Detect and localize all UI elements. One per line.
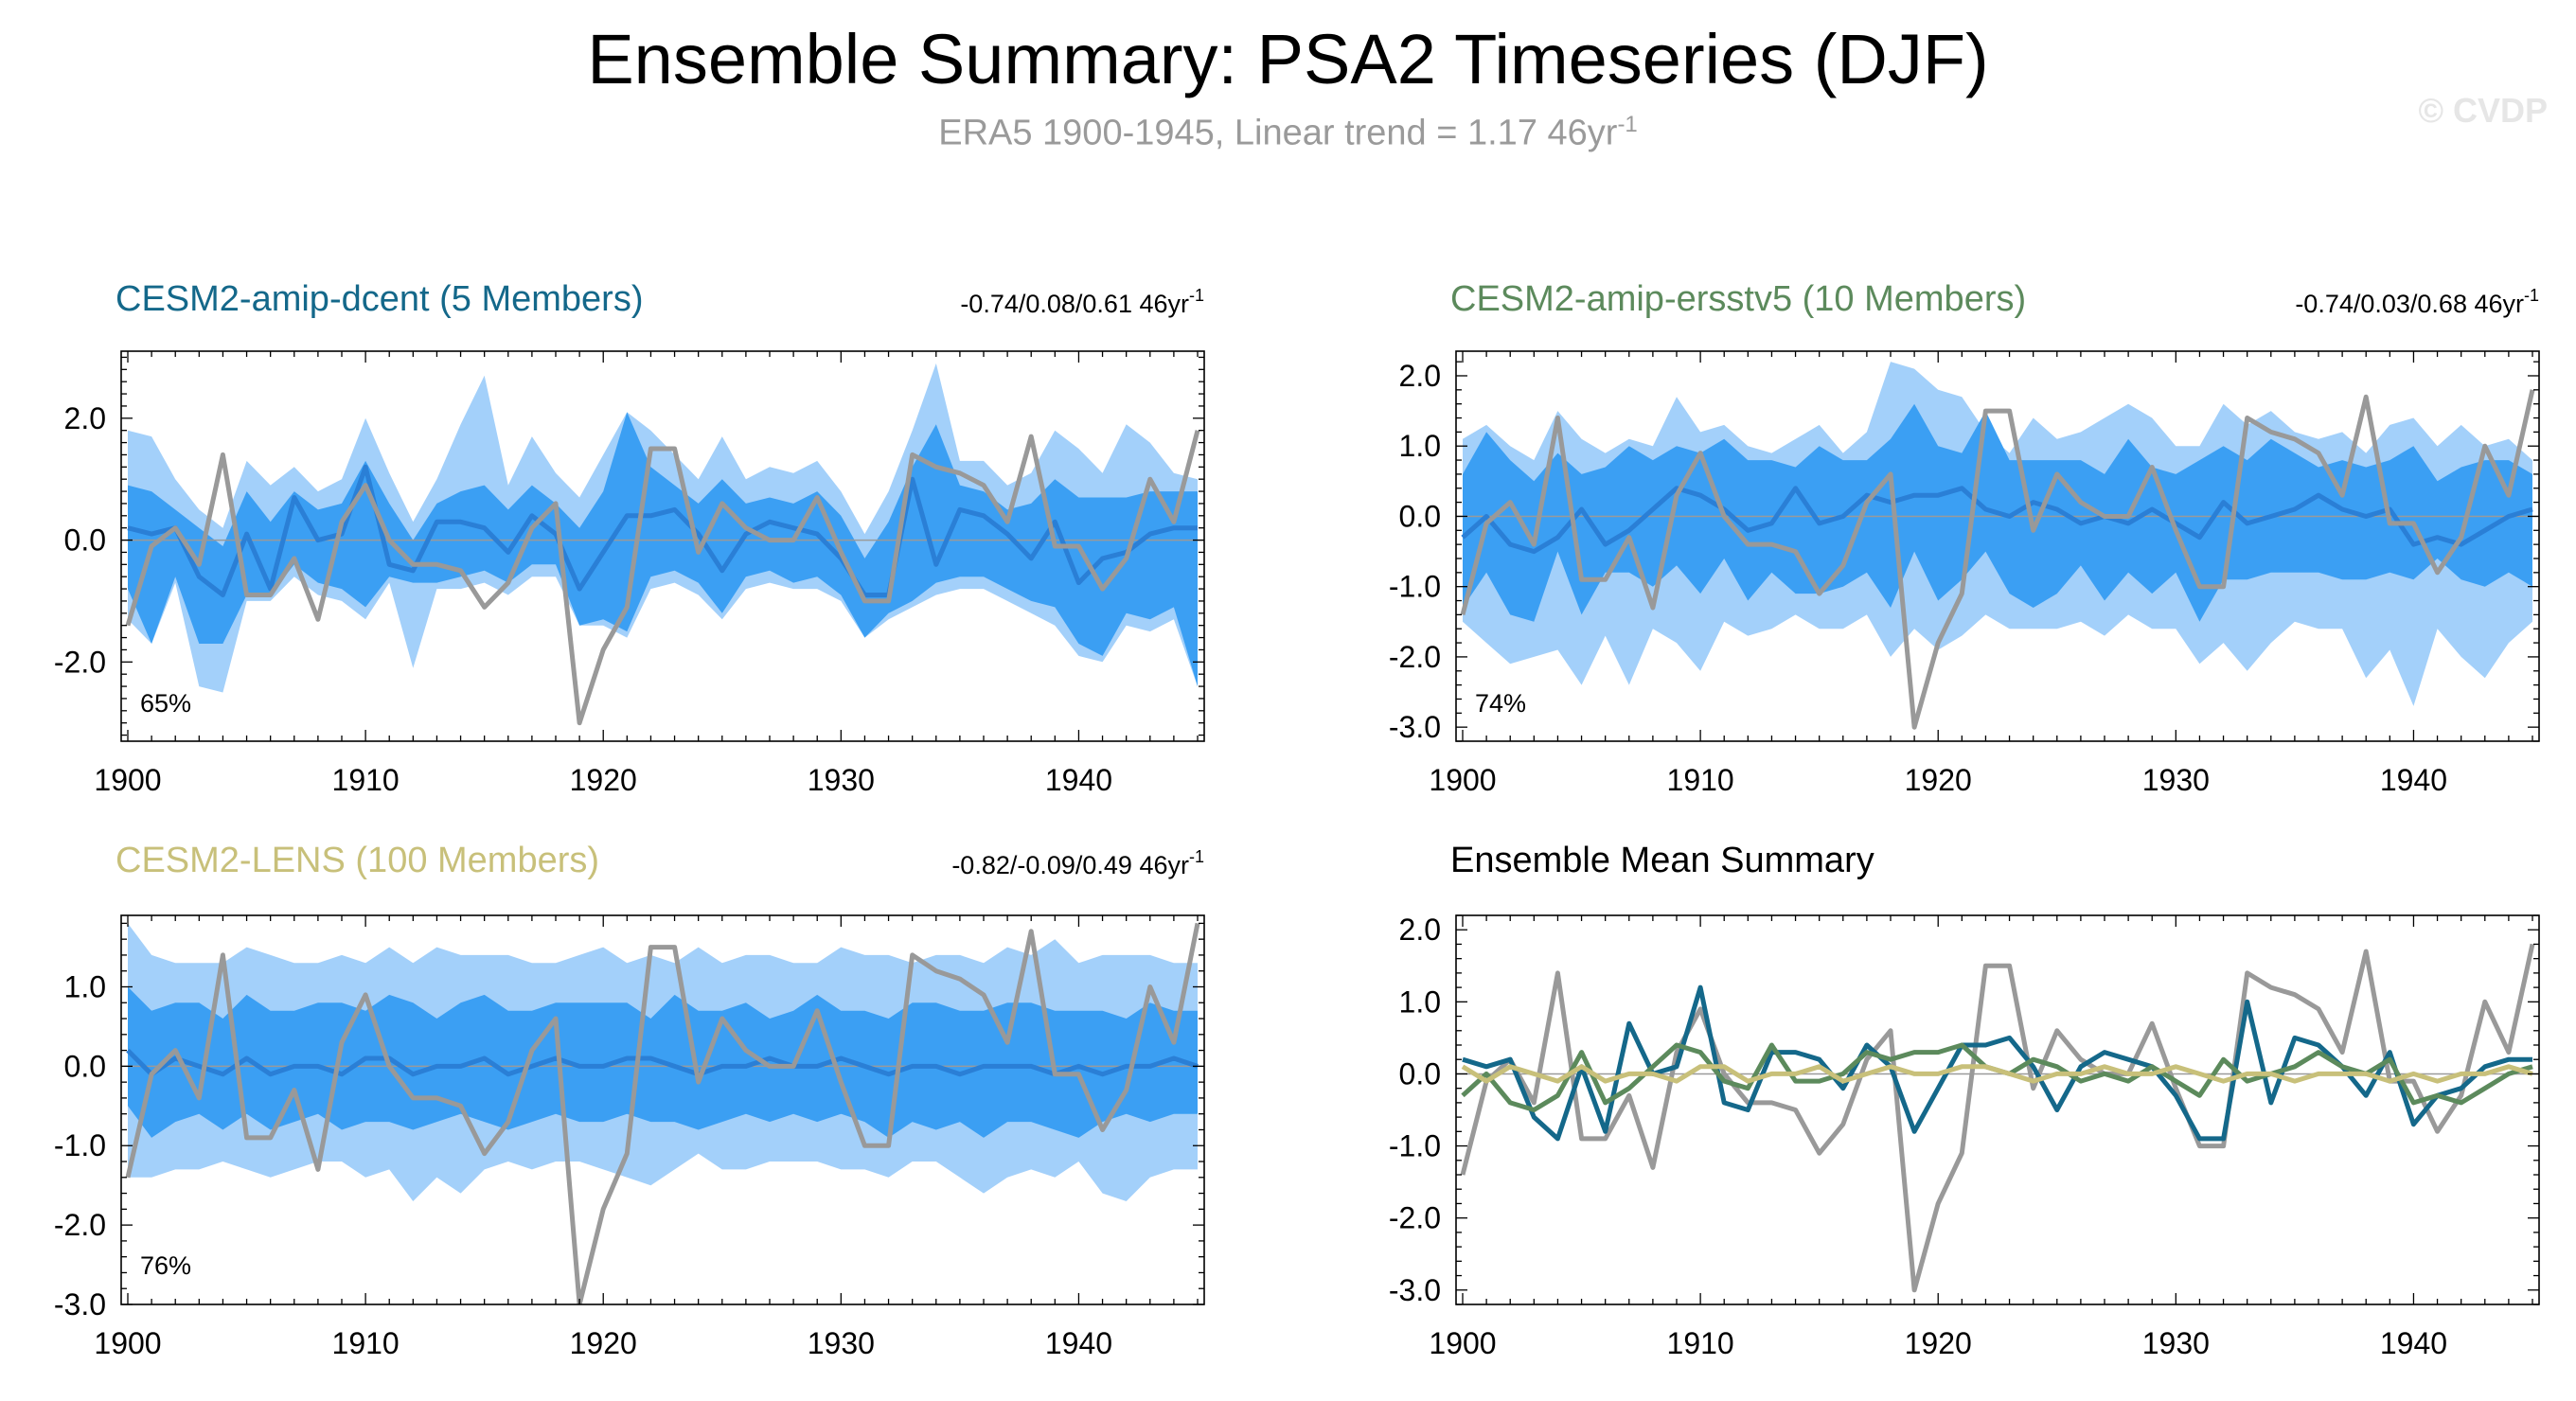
- plot-area: [1456, 362, 2539, 730]
- y-tick-label: -2.0: [54, 645, 106, 679]
- x-tick-label: 1920: [1905, 1326, 1972, 1360]
- percent-label: 74%: [1475, 689, 1526, 718]
- subtitle-text: ERA5 1900-1945, Linear trend = 1.17 46yr: [938, 113, 1618, 153]
- trend-label-superscript: -1: [1189, 286, 1204, 305]
- lens-line: [1461, 1064, 2533, 1084]
- x-tick-label: 1930: [808, 763, 875, 797]
- trend-label-text: -0.74/0.03/0.68 46yr: [2295, 290, 2524, 318]
- trend-label: -0.74/0.03/0.68 46yr-1: [2295, 286, 2539, 318]
- x-tick-label: 1920: [570, 763, 637, 797]
- y-tick-label: 0.0: [1399, 499, 1441, 533]
- x-tick-label: 1940: [1045, 1326, 1112, 1360]
- obs-line: [1460, 389, 2535, 730]
- x-tick-label: 1910: [332, 763, 400, 797]
- y-tick-label: 1.0: [1399, 429, 1441, 463]
- y-tick-label: -2.0: [1389, 1201, 1441, 1235]
- y-tick-label: 1.0: [1399, 984, 1441, 1019]
- x-tick-label: 1900: [94, 1326, 161, 1360]
- y-tick-label: -2.0: [54, 1208, 106, 1242]
- x-tick-label: 1910: [332, 1326, 400, 1360]
- dcent-line: [1462, 984, 2532, 1142]
- page-title: Ensemble Summary: PSA2 Timeseries (DJF): [587, 20, 1989, 98]
- y-tick-label: 1.0: [64, 969, 106, 1003]
- trend-label: -0.82/-0.09/0.49 46yr-1: [951, 847, 1204, 879]
- y-tick-label: 2.0: [64, 401, 106, 435]
- x-tick-label: 1940: [1045, 763, 1112, 797]
- ensemble-mean-line: [126, 1048, 1199, 1077]
- panel-title: Ensemble Mean Summary: [1450, 841, 1874, 880]
- y-tick-label: 2.0: [1399, 359, 1441, 393]
- x-tick-label: 1930: [808, 1326, 875, 1360]
- x-tick-label: 1900: [1429, 1326, 1496, 1360]
- panel-title: CESM2-amip-dcent (5 Members): [115, 279, 643, 319]
- obs-line: [125, 922, 1200, 1304]
- y-tick-label: 0.0: [64, 523, 106, 558]
- x-tick-label: 1930: [2142, 1326, 2210, 1360]
- trend-label-superscript: -1: [1189, 847, 1204, 866]
- obs-line: [125, 430, 1200, 726]
- percent-label: 76%: [140, 1251, 191, 1280]
- y-tick-label: -3.0: [54, 1287, 106, 1321]
- panel-title: CESM2-amip-ersstv5 (10 Members): [1450, 279, 2026, 319]
- x-tick-label: 1920: [1905, 763, 1972, 797]
- y-tick-label: -3.0: [1389, 1273, 1441, 1307]
- subtitle-superscript: -1: [1617, 112, 1638, 137]
- x-tick-label: 1940: [2380, 763, 2447, 797]
- x-tick-label: 1940: [2380, 1326, 2447, 1360]
- plot-frame: [1455, 350, 2540, 742]
- trend-label: -0.74/0.08/0.61 46yr-1: [960, 286, 1204, 318]
- y-tick-label: -3.0: [1389, 710, 1441, 744]
- x-tick-label: 1900: [94, 763, 161, 797]
- page-subtitle: ERA5 1900-1945, Linear trend = 1.17 46yr…: [0, 112, 2576, 154]
- cvdp-watermark: © CVDP: [2418, 91, 2548, 130]
- plot-area: [121, 363, 1204, 726]
- trend-label-superscript: -1: [2524, 286, 2539, 305]
- chart-panel-2: 1900 1910 1920 1930 1940 -3.0 -2.0 -1.0 0.0 1.0 2.…: [1389, 279, 2540, 797]
- trend-label-text: -0.82/-0.09/0.49 46yr: [951, 851, 1189, 879]
- x-tick-label: 1900: [1429, 763, 1496, 797]
- x-tick-label: 1910: [1667, 763, 1734, 797]
- percent-label: 65%: [140, 689, 191, 718]
- obs-line: [1460, 943, 2535, 1293]
- y-tick-label: -1.0: [54, 1128, 106, 1162]
- plot-area: [1456, 943, 2539, 1293]
- y-tick-label: -2.0: [1389, 640, 1441, 674]
- chart-panel-3: 1900 1910 1920 1930 1940 -3.0 -2.0 -1.0 0.0 1.0 CE…: [54, 841, 1205, 1360]
- x-tick-label: 1930: [2142, 763, 2210, 797]
- y-tick-label: -1.0: [1389, 570, 1441, 604]
- x-tick-label: 1920: [570, 1326, 637, 1360]
- plot-area: [121, 922, 1204, 1304]
- chart-panel-4: 1900 1910 1920 1930 1940 -3.0 -2.0 -1.0 0.0 1.0 2.…: [1389, 841, 2540, 1360]
- y-tick-label: 0.0: [1399, 1056, 1441, 1091]
- plot-frame: [1455, 914, 2540, 1305]
- ensemble-mean-line: [1461, 486, 2533, 555]
- plot-frame: [120, 914, 1205, 1305]
- y-tick-label: 2.0: [1399, 913, 1441, 947]
- trend-label-text: -0.74/0.08/0.61 46yr: [960, 290, 1189, 318]
- inner-spread-band: [128, 412, 1198, 687]
- ensemble-mean-line: [127, 464, 1198, 597]
- panel-title: CESM2-LENS (100 Members): [115, 841, 599, 880]
- plot-frame: [120, 350, 1205, 742]
- x-tick-label: 1910: [1667, 1326, 1734, 1360]
- chart-panel-1: 1900 1910 1920 1930 1940 -2.0 0.0 2.0 CESM2-amip…: [54, 279, 1205, 797]
- y-tick-label: -1.0: [1389, 1129, 1441, 1163]
- y-tick-label: 0.0: [64, 1049, 106, 1083]
